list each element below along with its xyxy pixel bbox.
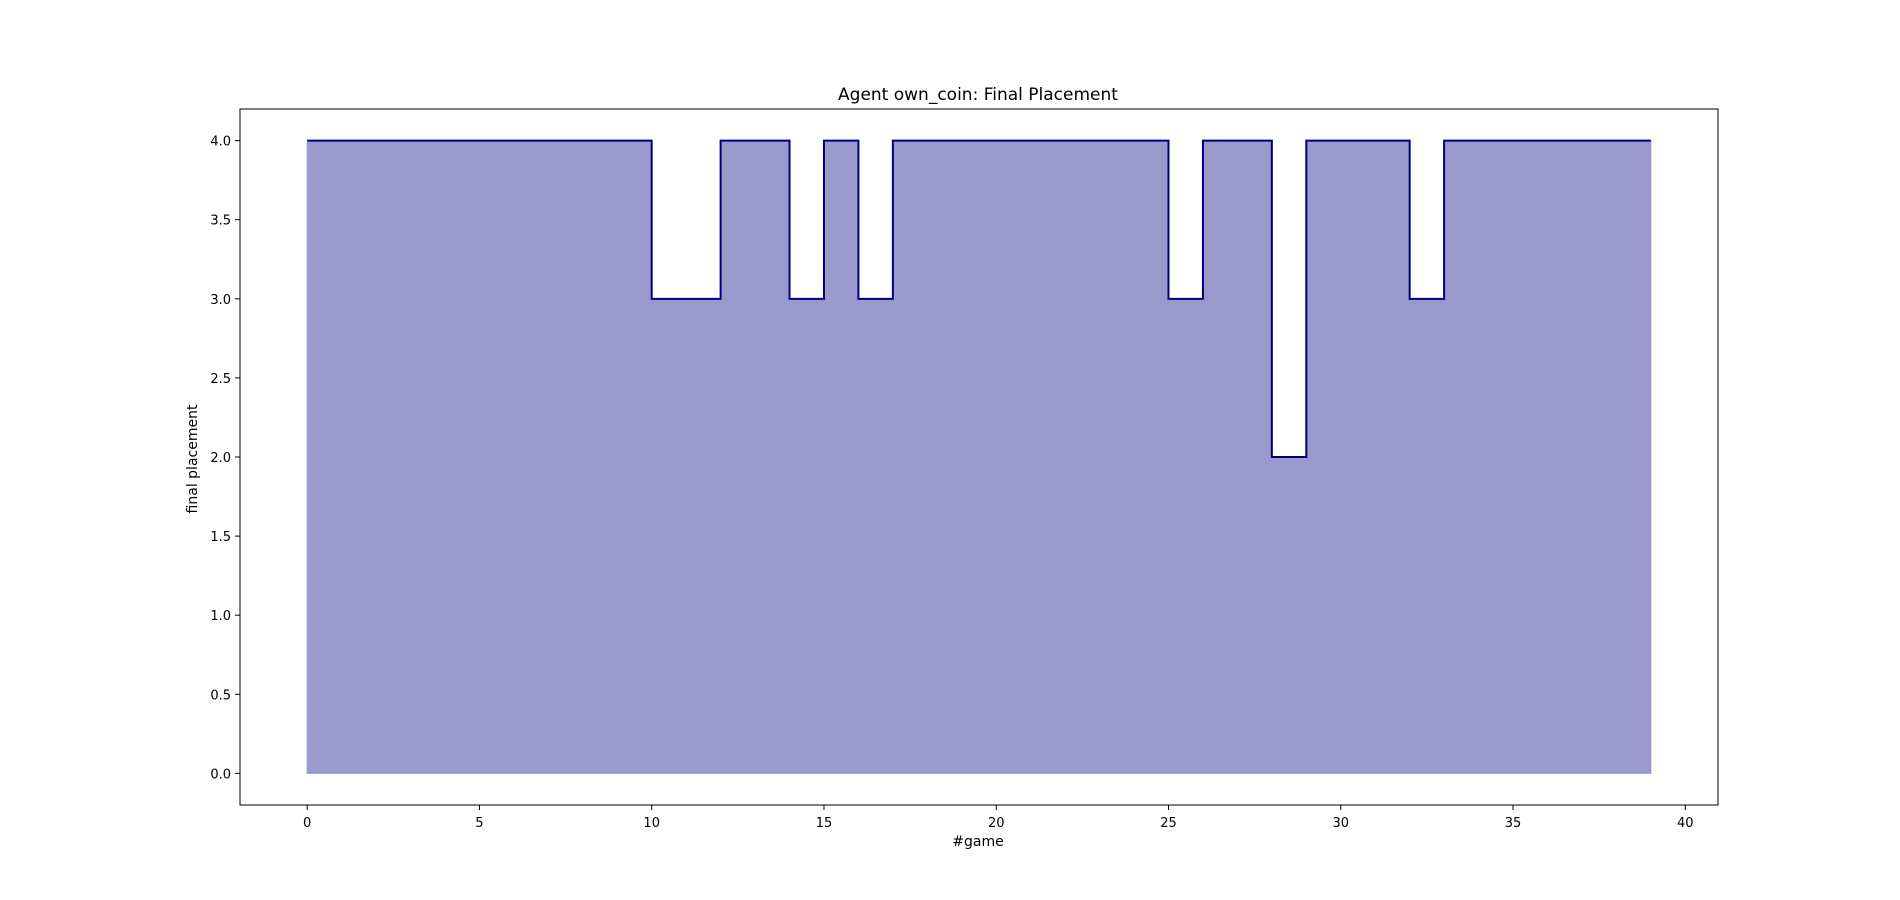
y-tick-label: 1.5 [210,530,231,545]
chart-title: Agent own_coin: Final Placement [838,85,1118,105]
x-tick-label: 15 [816,816,833,831]
y-tick-label: 2.5 [210,372,231,387]
x-tick-label: 40 [1677,816,1694,831]
x-tick-label: 35 [1505,816,1522,831]
x-axis-label: #game [952,834,1003,850]
y-tick-label: 3.0 [210,293,231,308]
y-tick-label: 1.0 [210,609,231,624]
plot-area: 0 5 10 15 20 25 30 35 40 0.0 0.5 1.0 1.5 2.0 2.5 3.0 3.5… [210,108,1719,831]
x-tick-label: 5 [475,816,483,831]
x-tick-label: 30 [1332,816,1349,831]
y-axis-label: final placement [185,404,201,513]
placement-step-line [307,139,1651,458]
y-tick-label: 2.0 [210,451,231,466]
x-tick-label: 10 [643,816,660,831]
placement-area [306,140,1652,774]
x-tick-label: 20 [988,816,1005,831]
x-tick-label: 25 [1160,816,1177,831]
y-tick-label: 0.0 [210,767,231,782]
y-tick-label: 4.0 [210,135,231,150]
x-tick-label: 0 [303,816,311,831]
y-tick-label: 3.5 [210,214,231,229]
y-tick-label: 0.5 [210,688,231,703]
